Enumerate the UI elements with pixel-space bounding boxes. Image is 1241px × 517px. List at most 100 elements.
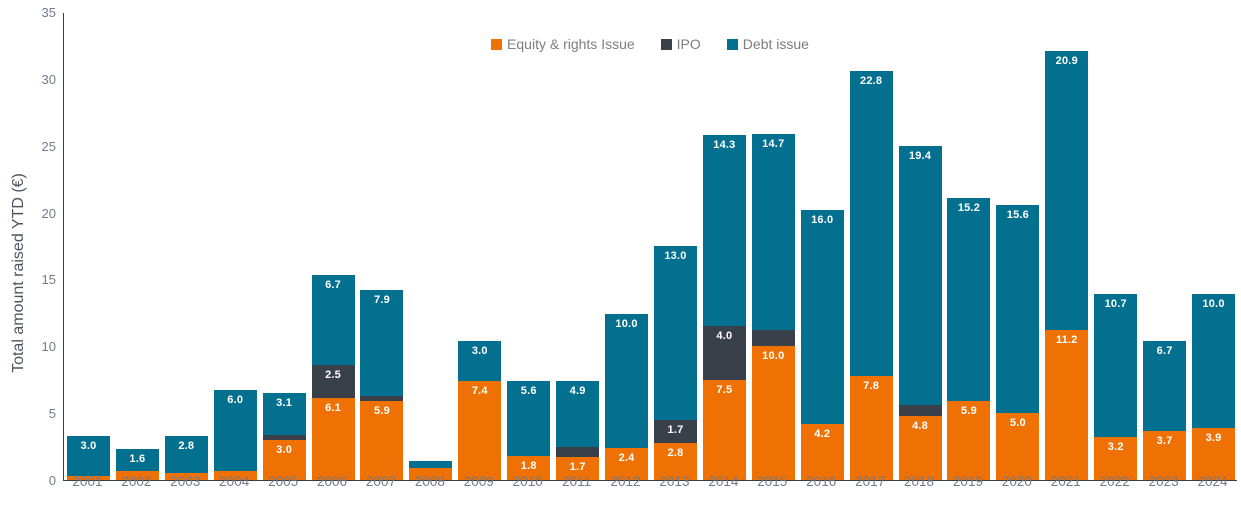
y-tick-35: 35 xyxy=(41,5,56,20)
bar-group-2011: 1.7 4.9 xyxy=(556,12,600,480)
x-tick-2015: 2015 xyxy=(757,474,788,489)
bar-segment-equity-rights-issue-2009: 7.4 xyxy=(458,381,502,480)
legend-marker-icon xyxy=(660,38,672,50)
bar-segment-equity-rights-issue-2002 xyxy=(115,470,159,480)
bar-segment-equity-rights-issue-2007: 5.9 xyxy=(360,401,404,480)
bar-value-label: 5.9 xyxy=(374,405,390,418)
bar-segment-debt-issue-2020: 15.6 xyxy=(996,204,1040,414)
bar-segment-debt-issue-2022: 10.7 xyxy=(1094,294,1138,438)
bar-segment-ipo-2005 xyxy=(262,434,306,440)
bar-segment-debt-issue-2001: 3.0 xyxy=(66,435,110,476)
bar-value-label: 10.0 xyxy=(615,318,638,331)
bar-group-2006: 6.1 2.5 6.7 xyxy=(311,12,355,480)
bar-segment-debt-issue-2004: 6.0 xyxy=(213,390,257,471)
bar-segment-equity-rights-issue-2008 xyxy=(409,467,453,480)
bar-segment-equity-rights-issue-2006: 6.1 xyxy=(311,398,355,480)
bar-value-label: 1.7 xyxy=(667,423,684,436)
bar-segment-equity-rights-issue-2003 xyxy=(164,473,208,480)
bar-value-label: 2.5 xyxy=(325,369,341,382)
bar-segment-equity-rights-issue-2015: 10.0 xyxy=(751,346,795,480)
bar-segment-equity-rights-issue-2017: 7.8 xyxy=(849,375,893,480)
bar-segment-debt-issue-2007: 7.9 xyxy=(360,290,404,396)
bar-value-label: 20.9 xyxy=(1055,54,1078,67)
bar-value-label: 3.0 xyxy=(471,344,488,357)
x-tick-2022: 2022 xyxy=(1099,474,1130,489)
x-tick-2003: 2003 xyxy=(170,474,201,489)
bar-group-2017: 7.8 22.8 xyxy=(849,12,893,480)
legend-item-equity-rights-issue: Equity & rights Issue xyxy=(491,36,635,52)
x-tick-2020: 2020 xyxy=(1001,474,1032,489)
bar-segment-debt-issue-2015: 14.7 xyxy=(751,133,795,331)
legend-label: IPO xyxy=(676,36,701,52)
x-tick-2007: 2007 xyxy=(365,474,396,489)
bar-group-2003: 2.8 xyxy=(164,12,208,480)
x-tick-2013: 2013 xyxy=(659,474,690,489)
bar-value-label: 5.9 xyxy=(961,405,977,418)
y-tick-0: 0 xyxy=(48,473,56,488)
legend-item-ipo: IPO xyxy=(660,36,701,52)
bar-group-2013: 2.8 1.7 13.0 xyxy=(653,12,697,480)
bar-segment-equity-rights-issue-2013: 2.8 xyxy=(653,442,697,480)
bar-group-2005: 3.0 3.1 xyxy=(262,12,306,480)
bar-value-label: 13.0 xyxy=(664,250,687,263)
bar-segment-equity-rights-issue-2012: 2.4 xyxy=(605,447,649,480)
bar-value-label: 7.4 xyxy=(471,385,488,398)
legend-label: Equity & rights Issue xyxy=(507,36,635,52)
bar-group-2015: 10.0 14.7 xyxy=(751,12,795,480)
x-tick-2024: 2024 xyxy=(1197,474,1228,489)
bar-segment-ipo-2007 xyxy=(360,395,404,402)
bar-value-label: 4.0 xyxy=(716,330,733,343)
y-tick-25: 25 xyxy=(41,138,56,154)
bar-value-label: 2.8 xyxy=(178,439,195,452)
bar-value-label: 3.2 xyxy=(1107,441,1124,454)
bar-value-label: 7.8 xyxy=(863,379,880,392)
bar-value-label: 10.0 xyxy=(1202,298,1225,311)
x-tick-2004: 2004 xyxy=(219,474,250,489)
x-tick-2018: 2018 xyxy=(904,474,935,489)
y-tick-30: 30 xyxy=(41,71,56,87)
bar-value-label: 11.2 xyxy=(1055,334,1078,347)
bar-value-label: 7.9 xyxy=(374,294,390,307)
bar-segment-debt-issue-2019: 15.2 xyxy=(947,197,991,402)
bar-value-label: 4.9 xyxy=(569,385,586,398)
bar-segment-debt-issue-2008 xyxy=(409,461,453,468)
bar-segment-debt-issue-2018: 19.4 xyxy=(898,145,942,406)
chart-legend: Equity & rights Issue IPO Debt issue xyxy=(63,36,1237,52)
bar-segment-debt-issue-2017: 22.8 xyxy=(849,70,893,376)
x-tick-2001: 2001 xyxy=(72,474,103,489)
bar-group-2019: 5.9 15.2 xyxy=(947,12,991,480)
bar-segment-equity-rights-issue-2023: 3.7 xyxy=(1143,430,1187,480)
bar-segment-equity-rights-issue-2010: 1.8 xyxy=(507,455,551,480)
bar-group-2020: 5.0 15.6 xyxy=(996,12,1040,480)
bar-value-label: 6.7 xyxy=(325,279,341,292)
bar-value-label: 14.3 xyxy=(713,139,736,152)
bar-group-2022: 3.2 10.7 xyxy=(1094,12,1138,480)
bar-value-label: 3.7 xyxy=(1156,434,1173,447)
bar-segment-debt-issue-2014: 14.3 xyxy=(702,135,746,327)
bar-value-label: 5.0 xyxy=(1009,417,1026,430)
bar-segment-equity-rights-issue-2021: 11.2 xyxy=(1045,330,1089,480)
bar-value-label: 4.2 xyxy=(814,427,831,440)
legend-label: Debt issue xyxy=(742,36,809,52)
bar-group-2002: 1.6 xyxy=(115,12,159,480)
x-tick-2010: 2010 xyxy=(512,474,543,489)
x-tick-2009: 2009 xyxy=(463,474,494,489)
bar-segment-equity-rights-issue-2024: 3.9 xyxy=(1192,427,1236,480)
bar-segment-debt-issue-2023: 6.7 xyxy=(1143,340,1187,431)
bar-segment-ipo-2014: 4.0 xyxy=(702,326,746,380)
bar-segment-equity-rights-issue-2019: 5.9 xyxy=(947,401,991,480)
bar-group-2009: 7.4 3.0 xyxy=(458,12,502,480)
bar-segment-debt-issue-2024: 10.0 xyxy=(1192,294,1236,428)
bar-value-label: 2.4 xyxy=(618,451,635,464)
bar-value-label: 10.7 xyxy=(1104,298,1127,311)
bar-value-label: 6.0 xyxy=(227,394,244,407)
bar-group-2016: 4.2 16.0 xyxy=(800,12,844,480)
bar-value-label: 4.8 xyxy=(912,419,928,432)
bar-value-label: 22.8 xyxy=(860,74,883,87)
bar-segment-equity-rights-issue-2014: 7.5 xyxy=(702,379,746,480)
bar-group-2008 xyxy=(409,12,453,480)
bar-value-label: 1.8 xyxy=(520,459,537,472)
bar-segment-equity-rights-issue-2005: 3.0 xyxy=(262,439,306,480)
bar-segment-debt-issue-2021: 20.9 xyxy=(1045,50,1089,331)
